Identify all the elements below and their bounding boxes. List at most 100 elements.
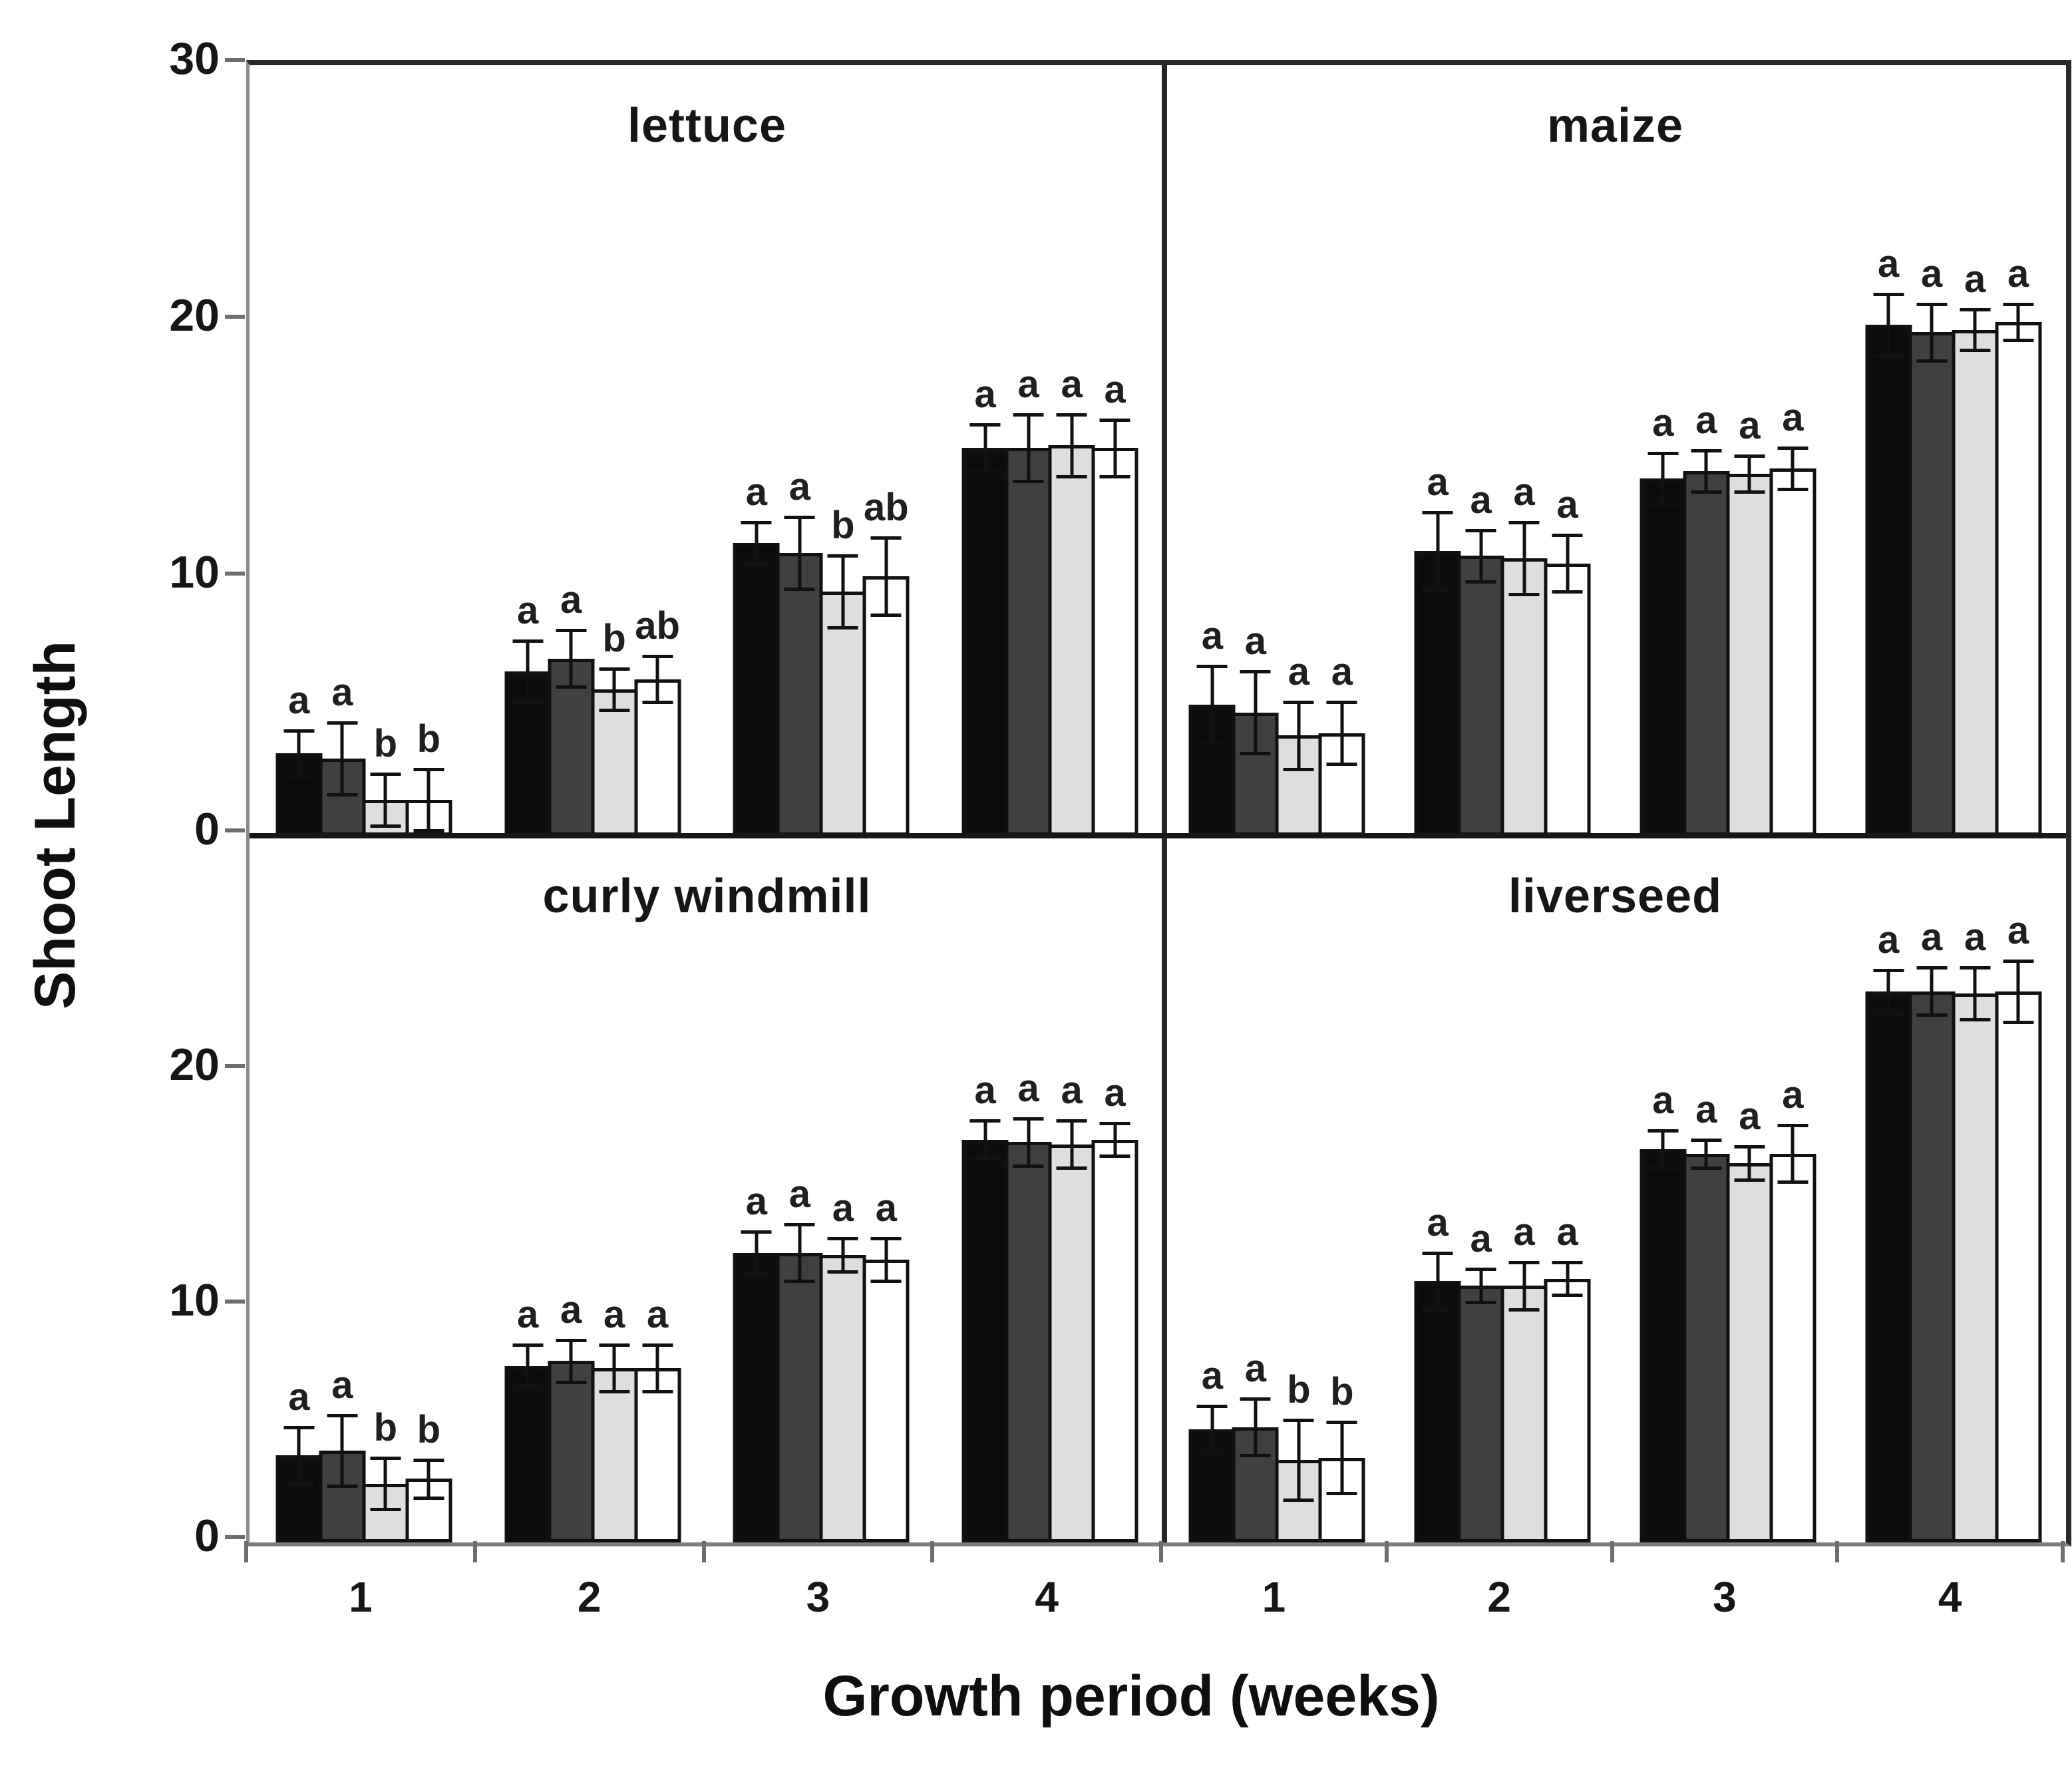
y-tick-label: 30	[169, 33, 220, 84]
error-cap-top	[784, 516, 815, 520]
error-cap-bottom	[1283, 1499, 1314, 1503]
bar-light-gray	[1726, 473, 1773, 836]
error-cap-top	[827, 1237, 858, 1241]
error-cap-top	[599, 1343, 630, 1347]
error-cap-top	[1196, 665, 1228, 669]
error-cap-top	[1283, 701, 1314, 705]
error-cap-top	[1099, 418, 1130, 422]
error-bar	[1070, 1121, 1074, 1168]
error-cap-top	[1508, 1260, 1540, 1264]
y-tick	[225, 828, 245, 832]
significance-letter: a	[745, 470, 768, 514]
panel-liverseed: liverseed a a b b a a a a a a a a a a a a	[1164, 836, 2066, 1542]
significance-letter: a	[1288, 650, 1310, 694]
x-tick	[1610, 1541, 1614, 1562]
error-bar	[2016, 960, 2020, 1022]
significance-letter: a	[1556, 1210, 1578, 1254]
y-tick-label: 10	[169, 547, 220, 598]
panel-groups: a a b b a a b ab a a b ab a a a a	[250, 65, 1164, 836]
error-bar	[1566, 535, 1570, 592]
error-cap-top	[370, 773, 401, 777]
error-cap-bottom	[1196, 1451, 1228, 1455]
error-bar	[1704, 1139, 1708, 1168]
bar-slot: a	[504, 836, 552, 1542]
error-cap-top	[827, 554, 858, 558]
significance-letter: a	[1513, 470, 1535, 514]
significance-letter: a	[646, 1292, 669, 1336]
error-cap-bottom	[1013, 480, 1044, 484]
week-group-cell: a a b ab	[478, 65, 707, 836]
error-cap-top	[1873, 292, 1904, 296]
error-bar	[798, 517, 802, 590]
error-cap-bottom	[870, 1280, 902, 1284]
significance-letter: a	[1739, 403, 1761, 447]
error-cap-bottom	[1734, 490, 1765, 494]
panel-title: liverseed	[1508, 870, 1723, 923]
significance-letter: a	[560, 578, 582, 622]
error-cap-bottom	[784, 588, 815, 592]
significance-letter: a	[1964, 257, 1986, 301]
error-bar	[383, 774, 387, 826]
significance-letter: a	[1470, 478, 1492, 522]
significance-letter: b	[1330, 1370, 1354, 1414]
bar-dark-gray	[548, 1361, 595, 1542]
error-cap-top	[870, 1237, 902, 1241]
x-tick	[244, 1541, 248, 1562]
error-cap-bottom	[784, 1280, 815, 1284]
significance-letter: a	[1201, 1353, 1224, 1397]
bar-slot: a	[1683, 65, 1730, 836]
x-tick	[1384, 1541, 1389, 1562]
significance-letter: a	[516, 588, 539, 632]
panel-title: curly windmill	[542, 870, 872, 923]
bar-slot: ab	[634, 65, 681, 836]
error-cap-bottom	[1647, 503, 1679, 507]
significance-letter: a	[1427, 1200, 1449, 1244]
x-tick	[1159, 1541, 1163, 1562]
bar-slot: a	[1188, 65, 1236, 836]
error-cap-top	[969, 1119, 1001, 1123]
x-tick	[930, 1541, 935, 1562]
error-cap-top	[741, 521, 772, 525]
panel-curly-windmill: curly windmill a a b b a a a a a a a a a a a a	[250, 836, 1164, 1542]
bar-slot: a	[776, 836, 823, 1542]
panel-title: maize	[1546, 99, 1684, 152]
error-bar	[427, 769, 431, 831]
bar-slot: a	[1414, 65, 1461, 836]
significance-letter: ab	[635, 604, 680, 647]
error-cap-top	[327, 721, 358, 725]
error-cap-top	[741, 1230, 772, 1234]
bar-dark-gray	[1457, 556, 1504, 836]
bar-dark-gray	[776, 1252, 823, 1542]
error-cap-top	[599, 667, 630, 671]
error-cap-top	[556, 629, 587, 633]
significance-letter: a	[788, 465, 811, 509]
error-bar	[569, 630, 573, 687]
error-cap-top	[1734, 1145, 1765, 1149]
error-cap-top	[1691, 449, 1722, 452]
error-bar	[1297, 702, 1301, 769]
significance-letter: a	[1877, 242, 1900, 285]
error-bar	[2016, 304, 2020, 341]
bar-slot: b	[1318, 836, 1365, 1542]
error-cap-top	[1422, 510, 1453, 514]
error-cap-top	[327, 1413, 358, 1417]
error-cap-top	[283, 729, 315, 733]
x-tick-label: 3	[1713, 1573, 1737, 1621]
bar-slot: a	[1048, 65, 1095, 836]
error-cap-top	[1326, 1421, 1357, 1425]
error-cap-bottom	[1326, 1491, 1357, 1495]
error-cap-bottom	[599, 1390, 630, 1394]
bar-slot: a	[548, 836, 595, 1542]
error-cap-bottom	[642, 1390, 673, 1394]
error-cap-bottom	[1777, 1180, 1809, 1184]
error-cap-top	[413, 1459, 444, 1463]
significance-letter: a	[516, 1292, 539, 1336]
bar-white	[1544, 563, 1591, 836]
